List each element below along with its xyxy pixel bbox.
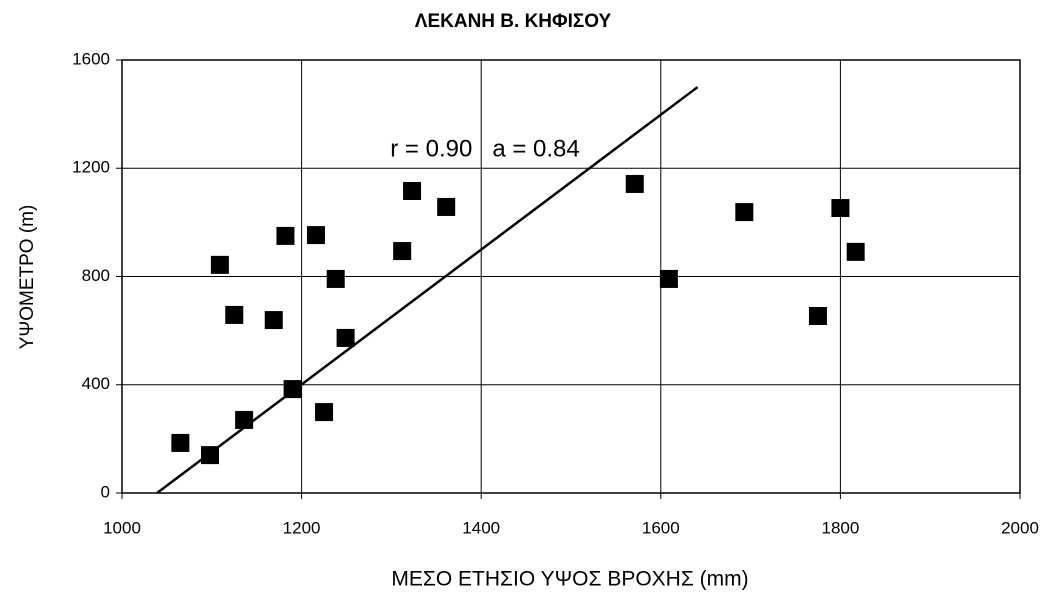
- x-tick-label: 1000: [103, 518, 141, 537]
- plot-frame: [121, 59, 1021, 494]
- x-tick-label: 1200: [283, 518, 321, 537]
- x-tick-label: 1800: [821, 518, 859, 537]
- y-tick-label: 1200: [72, 158, 110, 177]
- point: [437, 197, 456, 216]
- point: [171, 433, 190, 452]
- y-axis-label: ΥΨΟΜΕΤΡΟ (m): [17, 205, 38, 350]
- y-tick-label: 800: [82, 266, 110, 285]
- point: [225, 305, 244, 324]
- point: [393, 242, 412, 261]
- annotation: r = 0.90 a = 0.84: [390, 135, 579, 162]
- point: [831, 199, 850, 218]
- point: [315, 403, 334, 422]
- point: [276, 226, 295, 245]
- y-tick-label: 0: [101, 482, 110, 501]
- point: [264, 311, 283, 330]
- chart-title: ΛΕΚΑΝΗ Β. ΚΗΦΙΣΟΥ: [415, 11, 612, 32]
- y-tick-label: 1600: [72, 49, 110, 68]
- point: [846, 242, 865, 261]
- point: [283, 380, 302, 399]
- point: [235, 410, 254, 429]
- x-axis-label: ΜΕΣΟ ΕΤΗΣΙΟ ΥΨΟΣ ΒΡΟΧΗΣ (mm): [391, 568, 748, 591]
- point: [210, 255, 229, 274]
- point: [201, 446, 220, 465]
- point: [625, 174, 644, 193]
- point: [659, 269, 678, 288]
- point: [326, 269, 345, 288]
- point: [306, 226, 325, 245]
- point: [336, 328, 355, 347]
- x-tick-label: 1400: [462, 518, 500, 537]
- point: [808, 307, 827, 326]
- point: [735, 203, 754, 222]
- x-tick-label: 2000: [1001, 518, 1039, 537]
- y-tick-label: 400: [82, 374, 110, 393]
- x-tick-label: 1600: [642, 518, 680, 537]
- point: [403, 181, 422, 200]
